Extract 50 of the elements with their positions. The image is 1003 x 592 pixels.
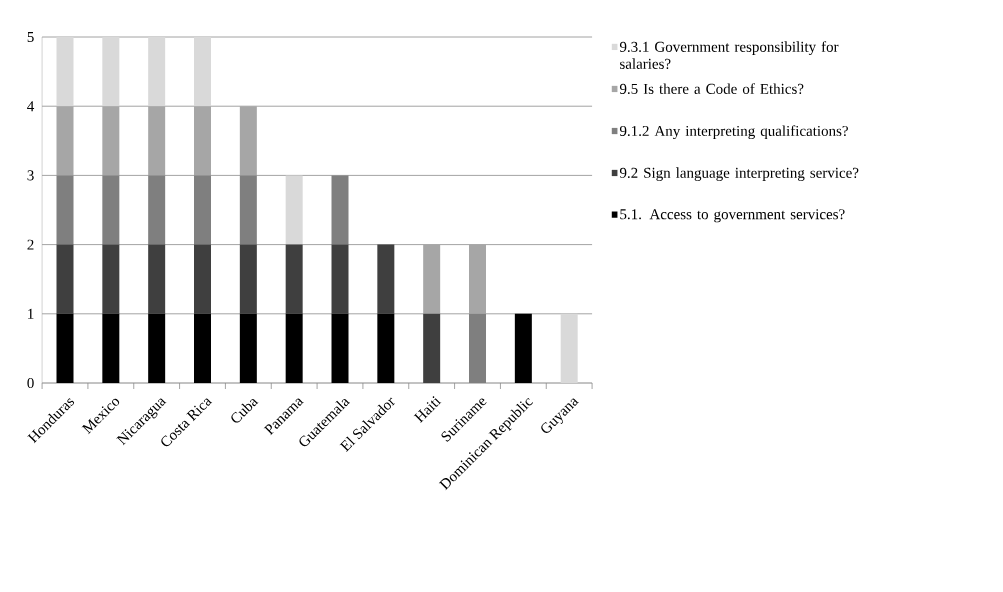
bar [377, 313, 395, 383]
y-tick-label: 5 [27, 32, 34, 42]
bar [514, 313, 532, 383]
legend-label: 9.5 Is there a Code of Ethics? [619, 83, 804, 95]
legend-label: 5.1. Access to government services? [620, 209, 845, 223]
bar [194, 244, 211, 314]
bar [331, 175, 349, 245]
bar [239, 106, 257, 176]
bar [148, 313, 166, 383]
bar [331, 244, 349, 314]
bar [148, 106, 166, 176]
y-tick-label: 3 [27, 170, 34, 181]
bar [377, 244, 395, 314]
bar [285, 175, 303, 245]
bar [331, 313, 349, 383]
y-tick-label: 0 [27, 377, 34, 389]
x-tick-label: Cuba [231, 398, 259, 423]
bar [285, 313, 303, 383]
bar [102, 106, 120, 176]
legend-label: 9.3.1 Government responsibility for salaries? [619, 41, 839, 69]
bar [194, 37, 211, 107]
bar [102, 37, 120, 107]
bar [423, 244, 441, 314]
bar [148, 175, 166, 245]
bar [194, 313, 211, 383]
y-tick-label: 1 [28, 308, 34, 319]
bar [102, 244, 120, 314]
bar [239, 244, 257, 314]
bar [423, 313, 441, 383]
bar [56, 244, 74, 314]
bar [56, 106, 74, 176]
bar [102, 313, 120, 383]
bar [102, 175, 120, 245]
legend-label: 9.1.2 Any interpreting qualifications? [619, 125, 848, 140]
bar [56, 37, 74, 107]
bar [56, 175, 74, 245]
bar [469, 244, 486, 314]
y-tick-label: 4 [27, 101, 35, 112]
legend-label: 9.2 Sign language interpreting service? [619, 167, 859, 181]
bar [148, 244, 166, 314]
bar [194, 106, 211, 176]
bar [469, 313, 486, 383]
bar [285, 244, 303, 314]
bar [56, 313, 74, 383]
bar [239, 313, 257, 383]
bar [194, 175, 211, 245]
bar [560, 313, 578, 383]
bar [148, 37, 166, 107]
y-tick-label: 2 [27, 239, 34, 250]
bar [239, 175, 257, 245]
